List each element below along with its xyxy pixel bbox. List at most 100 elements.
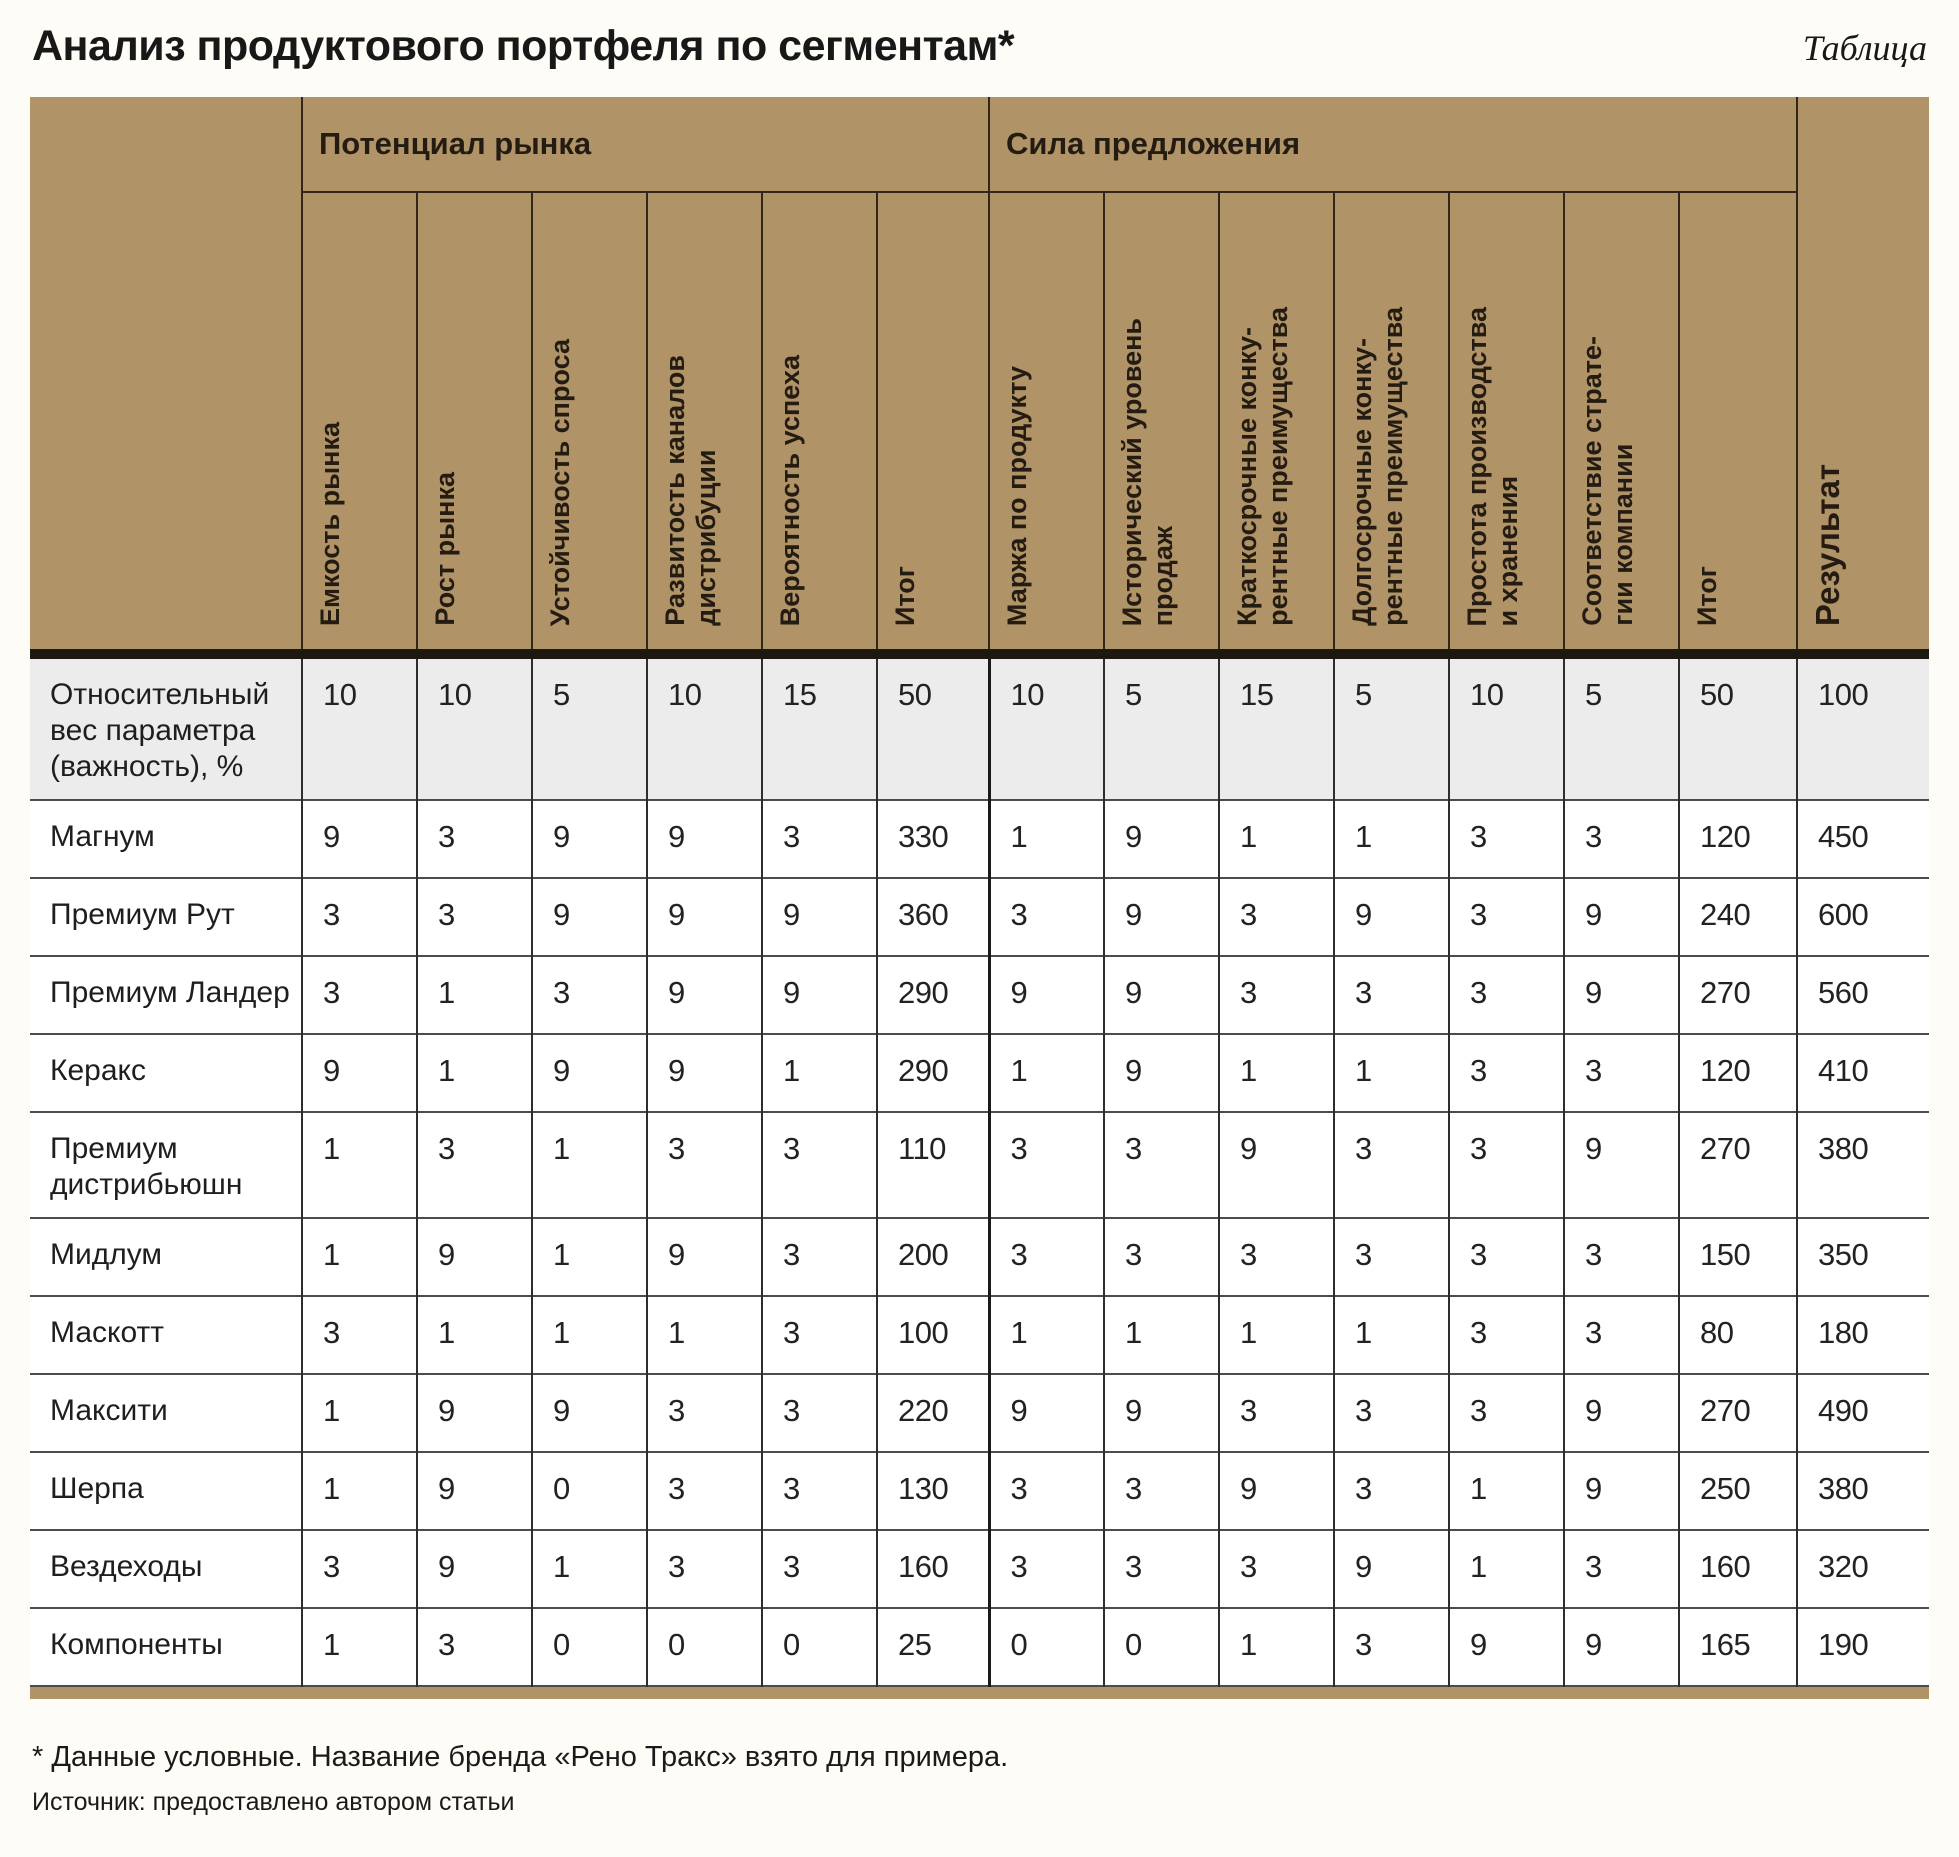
table-row: Магнум 9 3 9 9 3 330 1 9 1 1 3 3 120 450 [30,799,1930,878]
column-header-result-label: Результат [1809,463,1847,626]
score-cell: 160 [1677,1529,1798,1608]
score-cell: 290 [876,955,989,1034]
score-cell: 1 [301,1373,417,1452]
score-cell: 250 [1677,1451,1798,1530]
weights-row: Относительный вес параметра (важность), … [30,654,1930,800]
score-cell: 3 [416,1607,532,1686]
row-label: Премиум дистрибьюшн [30,1111,302,1218]
table-row: Вездеходы 3 9 1 3 3 160 3 3 3 9 1 3 160 320 [30,1529,1930,1608]
column-header: Исторический уровень продаж [1103,192,1219,659]
footnotes: * Данные условные. Название бренда «Рено… [30,1699,1929,1817]
score-cell: 1 [531,1111,647,1218]
group-header-row: Потенциал рынка Сила предложения Результ… [30,97,1930,659]
score-cell: 3 [761,1295,877,1374]
score-cell: 1 [301,1607,417,1686]
score-cell: 9 [416,1373,532,1452]
result-cell: 100 [1796,654,1930,800]
table-row: Премиум дистрибьюшн 1 3 1 3 3 110 3 3 9 3 3 9 270 380 [30,1111,1930,1218]
score-cell: 10 [416,654,532,800]
result-cell: 380 [1796,1111,1930,1218]
score-cell: 3 [301,1295,417,1374]
score-cell: 120 [1677,1033,1798,1112]
score-cell: 270 [1677,1111,1798,1218]
score-cell: 220 [876,1373,989,1452]
score-cell: 3 [1333,1451,1449,1530]
column-header-label: Соответствие страте- гии компании [1577,336,1638,626]
title-bar: Анализ продуктового портфеля по сегмента… [30,22,1929,97]
score-cell: 3 [1448,1111,1564,1218]
score-cell: 1 [1218,1607,1334,1686]
score-cell: 200 [876,1217,989,1296]
score-cell: 9 [1103,877,1219,956]
table-row: Мидлум 1 9 1 9 3 200 3 3 3 3 3 3 150 350 [30,1217,1930,1296]
score-cell: 1 [301,1451,417,1530]
score-cell: 3 [1333,1607,1449,1686]
score-cell: 3 [1448,1033,1564,1112]
column-header: Емкость рынка [302,192,417,659]
row-label: Премиум Ландер [30,955,302,1034]
score-cell: 9 [1333,877,1449,956]
table-caption: Таблица [1802,28,1927,68]
score-cell: 3 [1448,1295,1564,1374]
score-cell: 9 [301,1033,417,1112]
column-header-label: Рост рынка [430,472,460,626]
score-cell: 3 [987,1451,1104,1530]
score-cell: 1 [646,1295,762,1374]
score-cell: 3 [987,1217,1104,1296]
score-cell: 5 [1563,654,1679,800]
score-cell: 1 [1218,1033,1334,1112]
row-label: Керакс [30,1033,302,1112]
score-cell: 1 [531,1217,647,1296]
score-cell: 3 [1218,1529,1334,1608]
score-cell: 1 [1448,1451,1564,1530]
score-cell: 9 [1448,1607,1564,1686]
column-header-label: Итог [890,565,920,626]
score-cell: 1 [1218,1295,1334,1374]
score-cell: 3 [761,1529,877,1608]
score-cell: 9 [416,1529,532,1608]
score-cell: 1 [301,1217,417,1296]
result-cell: 600 [1796,877,1930,956]
column-header-label: Исторический уровень продаж [1117,317,1178,626]
column-header-label: Развитость каналов дистрибуции [660,355,721,626]
table-row: Максити 1 9 9 3 3 220 9 9 3 3 3 9 270 490 [30,1373,1930,1452]
score-cell: 3 [1448,799,1564,878]
score-cell: 1 [987,1295,1104,1374]
column-header: Долгосрочные конку- рентные преимущества [1333,192,1449,659]
score-cell: 1 [1333,799,1449,878]
score-cell: 3 [646,1529,762,1608]
score-cell: 9 [531,799,647,878]
score-cell: 3 [1103,1451,1219,1530]
result-cell: 190 [1796,1607,1930,1686]
score-cell: 9 [761,877,877,956]
score-cell: 3 [301,955,417,1034]
score-cell: 9 [531,1373,647,1452]
score-cell: 1 [987,799,1104,878]
column-header: Маржа по продукту [988,192,1104,659]
score-cell: 9 [416,1451,532,1530]
score-cell: 10 [301,654,417,800]
score-cell: 5 [531,654,647,800]
table-row: Премиум Рут 3 3 9 9 9 360 3 9 3 9 3 9 240 600 [30,877,1930,956]
table-row: Маскотт 3 1 1 1 3 100 1 1 1 1 3 3 80 180 [30,1295,1930,1374]
table-row: Премиум Ландер 3 1 3 9 9 290 9 9 3 3 3 9 270 560 [30,955,1930,1034]
score-cell: 270 [1677,1373,1798,1452]
result-cell: 410 [1796,1033,1930,1112]
score-cell: 9 [1218,1111,1334,1218]
column-header-label: Итог [1692,565,1722,626]
row-label: Вездеходы [30,1529,302,1608]
score-cell: 360 [876,877,989,956]
row-label: Премиум Рут [30,877,302,956]
score-cell: 3 [1103,1529,1219,1608]
column-header-label: Емкость рынка [315,421,345,626]
result-cell: 320 [1796,1529,1930,1608]
score-cell: 330 [876,799,989,878]
table-row: Керакс 9 1 9 9 1 290 1 9 1 1 3 3 120 410 [30,1033,1930,1112]
score-cell: 9 [1563,1607,1679,1686]
score-cell: 9 [1563,877,1679,956]
score-cell: 10 [987,654,1104,800]
score-cell: 9 [416,1217,532,1296]
score-cell: 110 [876,1111,989,1218]
score-cell: 9 [1563,1373,1679,1452]
criteria-header-row: Емкость рынка Рост рынка Устойчивость спро… [30,192,1929,659]
